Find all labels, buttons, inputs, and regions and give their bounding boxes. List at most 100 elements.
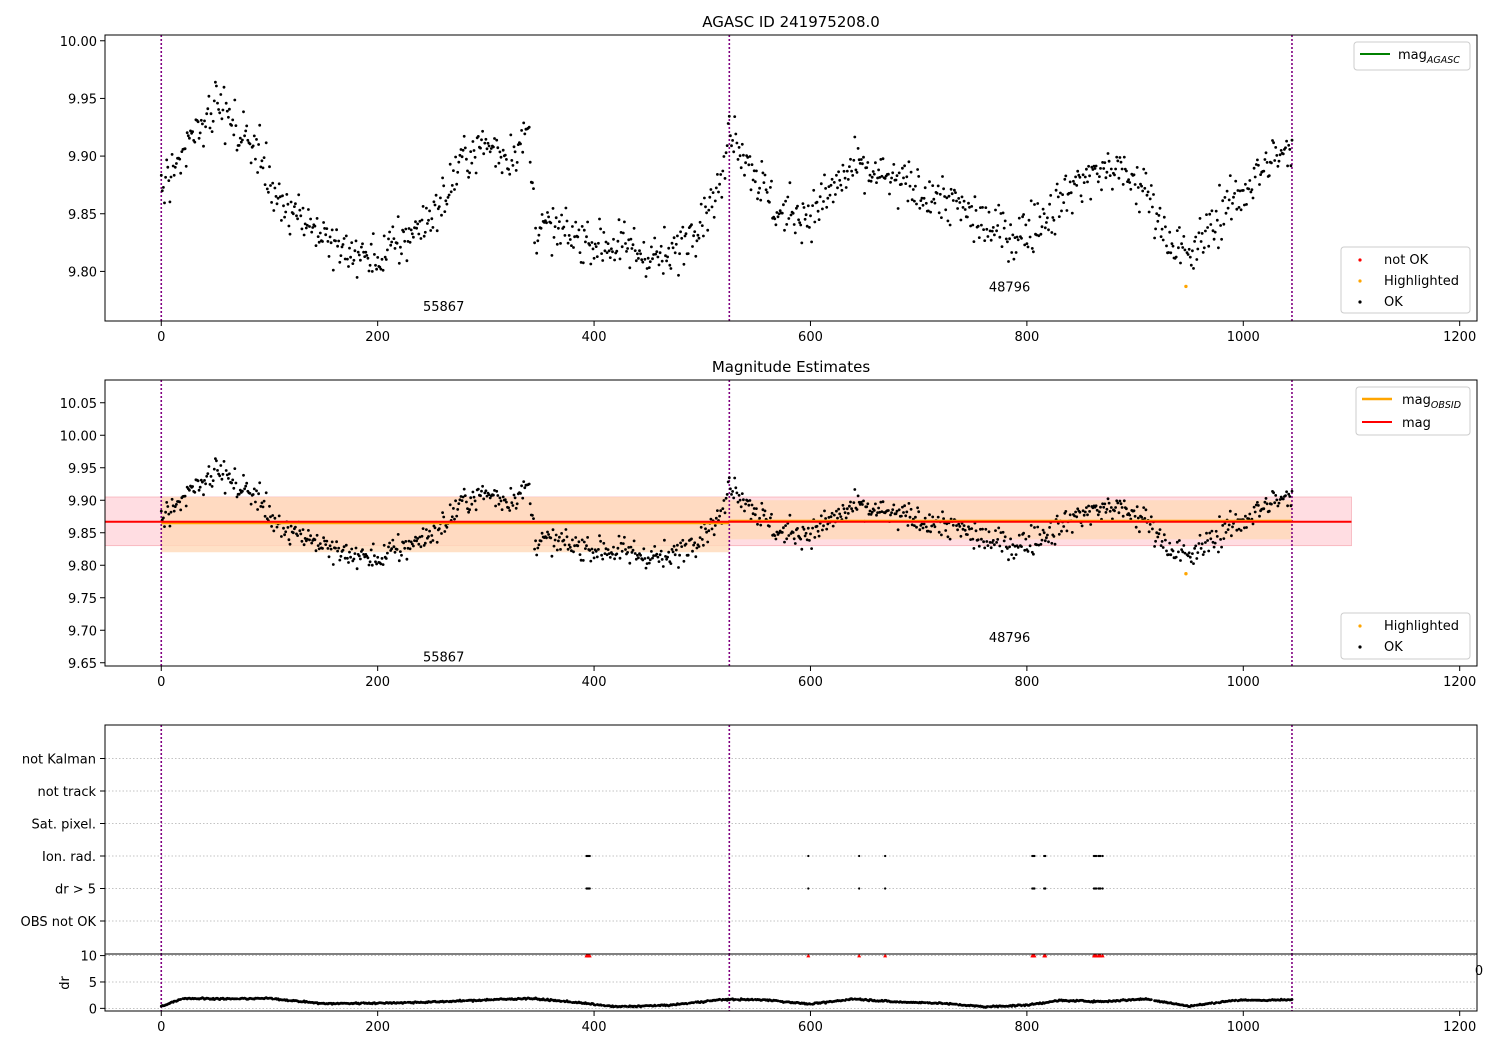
ok-point	[843, 176, 847, 180]
ok-point	[368, 560, 372, 564]
ok-point	[1001, 211, 1005, 215]
ok-point	[164, 510, 168, 514]
ok-point	[581, 261, 585, 265]
ok-point	[1108, 174, 1112, 178]
ok-point	[606, 548, 610, 551]
ok-point	[1168, 230, 1172, 234]
ok-point	[679, 230, 682, 234]
ok-point	[456, 508, 460, 511]
flag-point	[884, 887, 887, 890]
ok-point	[452, 507, 455, 510]
ok-point	[891, 171, 895, 175]
ok-point	[522, 121, 526, 125]
ok-point	[737, 146, 741, 149]
ok-point	[485, 147, 489, 151]
ok-point	[217, 108, 221, 111]
ok-point	[1270, 161, 1273, 165]
ok-point	[1258, 183, 1261, 186]
ok-point	[209, 112, 213, 116]
ok-point	[836, 186, 839, 190]
flag-point	[807, 854, 810, 858]
ok-point	[1023, 243, 1027, 247]
ok-point	[809, 532, 812, 536]
ok-point	[270, 201, 273, 204]
ok-point	[714, 186, 718, 190]
ok-point	[666, 255, 669, 259]
ok-point	[1095, 172, 1099, 176]
ok-point	[455, 514, 459, 518]
ok-point	[896, 528, 900, 532]
ok-point	[806, 204, 810, 208]
ok-point	[1254, 503, 1258, 507]
ok-point	[1006, 547, 1009, 550]
y-tick-label: 9.85	[68, 527, 97, 542]
ok-point	[540, 213, 544, 216]
ok-point	[1149, 515, 1153, 519]
ok-point	[1273, 159, 1277, 162]
ok-point	[1262, 507, 1266, 511]
ok-point	[1140, 515, 1143, 519]
flag-point	[1044, 854, 1047, 858]
ok-point	[1096, 513, 1100, 517]
ok-point	[1231, 202, 1234, 205]
ok-point	[218, 111, 222, 115]
ok-point	[479, 146, 482, 150]
ok-point	[801, 202, 805, 206]
ok-point	[906, 199, 910, 203]
ok-point	[911, 517, 915, 521]
ok-point	[1281, 497, 1285, 501]
ok-point	[1099, 167, 1102, 170]
ok-point	[220, 117, 224, 121]
ok-point	[343, 257, 347, 261]
ok-point	[945, 196, 949, 200]
ok-point	[413, 226, 416, 230]
dr-capped-marker	[1043, 953, 1048, 958]
ok-point	[421, 527, 425, 530]
ok-point	[242, 473, 245, 477]
ok-point	[704, 205, 707, 209]
ok-point	[224, 469, 228, 472]
ok-point	[420, 534, 424, 538]
ok-point	[459, 495, 463, 498]
ok-point	[919, 199, 923, 203]
ok-point	[870, 175, 874, 179]
ok-point	[1167, 553, 1170, 556]
ok-point	[900, 514, 903, 518]
ok-point	[263, 183, 267, 187]
ok-point	[550, 554, 554, 558]
ok-point	[237, 492, 241, 496]
ok-point	[570, 244, 573, 248]
ok-point	[353, 249, 357, 253]
ok-point	[633, 249, 637, 253]
ok-point	[731, 139, 734, 142]
ok-point	[697, 236, 701, 240]
ok-point	[1026, 550, 1030, 553]
ok-point	[1010, 251, 1014, 254]
dr-point	[895, 1000, 899, 1004]
ok-point	[633, 552, 637, 555]
ok-point	[747, 163, 751, 167]
ok-point	[810, 547, 813, 550]
ok-point	[392, 545, 396, 549]
dr-point	[620, 1004, 624, 1008]
ok-point	[1290, 489, 1294, 493]
ok-point	[887, 509, 890, 512]
ok-point	[175, 162, 178, 165]
ok-point	[1189, 560, 1193, 564]
ok-point	[429, 229, 433, 232]
ok-point	[958, 525, 962, 528]
ok-point	[793, 542, 797, 545]
ok-point	[172, 173, 176, 177]
ok-point	[971, 223, 975, 227]
dr-capped-marker	[587, 953, 592, 958]
y-tick-label: 9.95	[68, 462, 97, 477]
ok-point	[1143, 517, 1147, 520]
ok-point	[1134, 202, 1138, 206]
ok-point	[263, 514, 267, 518]
ok-point	[631, 548, 635, 552]
ok-point	[1177, 246, 1180, 250]
ok-point	[1214, 209, 1218, 213]
y-tick-label: 10.00	[60, 35, 97, 50]
ok-point	[676, 543, 679, 547]
ok-point	[928, 180, 931, 184]
